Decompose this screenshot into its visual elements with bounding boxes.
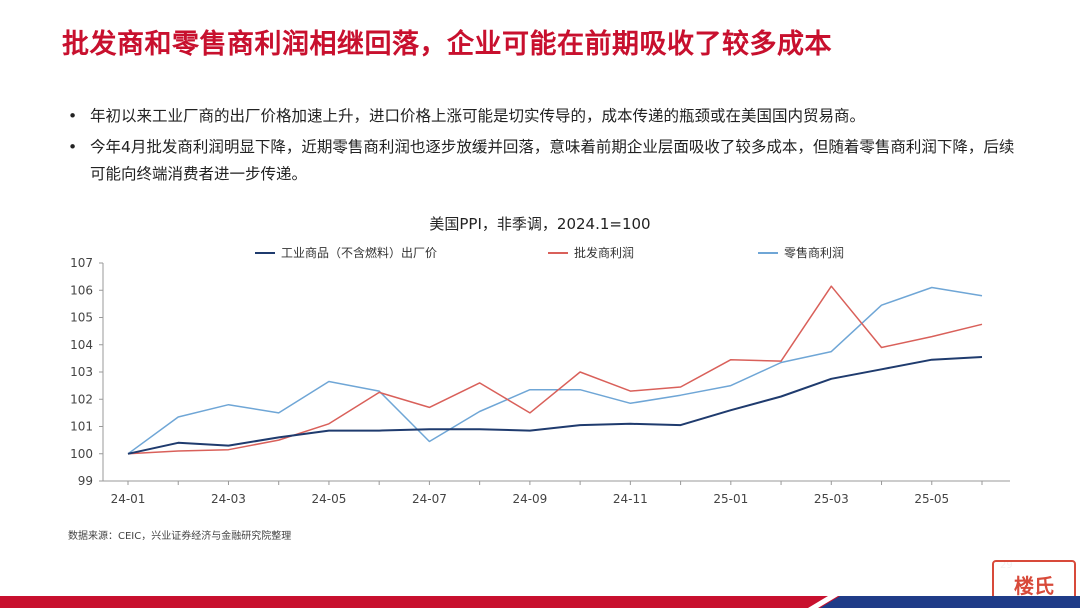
y-tick-label: 100	[70, 447, 93, 461]
y-tick-label: 102	[70, 392, 93, 406]
y-tick-label: 105	[70, 311, 93, 325]
chart-legend: 工业商品（不含燃料）出厂价 批发商利润 零售商利润	[255, 245, 844, 260]
chart-axes: 99 100 101 102 103 104 105 106 107 24-01 24-03 24-0…	[70, 256, 1010, 506]
footer-white-stripe	[808, 596, 838, 608]
logo-text: 楼氏	[1014, 573, 1054, 598]
footer-bar	[0, 596, 1080, 608]
legend-label: 批发商利润	[574, 245, 634, 260]
ppi-line-chart: 工业商品（不含燃料）出厂价 批发商利润 零售商利润 99 100 101 102 103 10…	[70, 245, 1010, 506]
series-line	[127, 286, 983, 455]
footer-red-band	[0, 596, 1080, 608]
y-tick-label: 101	[70, 420, 93, 434]
y-tick-label: 99	[78, 474, 93, 488]
slide-title: 批发商和零售商利润相继回落，企业可能在前期吸收了较多成本	[62, 29, 832, 60]
chart-title: 美国PPI，非季调，2024.1=100	[429, 215, 651, 233]
x-tick-label: 24-11	[613, 492, 648, 506]
x-tick-label: 25-05	[914, 492, 949, 506]
y-tick-label: 104	[70, 338, 93, 352]
x-tick-label: 24-09	[512, 492, 547, 506]
bullet-item: 年初以来工业厂商的出厂价格加速上升，进口价格上涨可能是切实传导的，成本传递的瓶颈…	[68, 103, 1028, 130]
x-tick-label: 25-01	[713, 492, 748, 506]
series-line	[127, 356, 983, 455]
chart-lines	[127, 285, 983, 455]
x-tick-label: 24-07	[412, 492, 447, 506]
x-tick-label: 25-03	[814, 492, 849, 506]
y-tick-label: 106	[70, 283, 93, 297]
bullet-list: 年初以来工业厂商的出厂价格加速上升，进口价格上涨可能是切实传导的，成本传递的瓶颈…	[68, 103, 1028, 192]
series-line	[127, 285, 983, 455]
x-tick-label: 24-01	[111, 492, 146, 506]
legend-label: 零售商利润	[784, 245, 844, 260]
source-note: 数据来源：CEIC，兴业证券经济与金融研究院整理	[68, 531, 292, 542]
legend-label: 工业商品（不含燃料）出厂价	[281, 245, 437, 260]
x-tick-label: 24-05	[312, 492, 347, 506]
bullet-item: 今年4月批发商利润明显下降，近期零售商利润也逐步放缓并回落，意味着前期企业层面吸…	[68, 134, 1028, 188]
footer-blue-band	[820, 596, 1080, 608]
y-tick-label: 103	[70, 365, 93, 379]
y-tick-label: 107	[70, 256, 93, 270]
x-tick-label: 24-03	[211, 492, 246, 506]
